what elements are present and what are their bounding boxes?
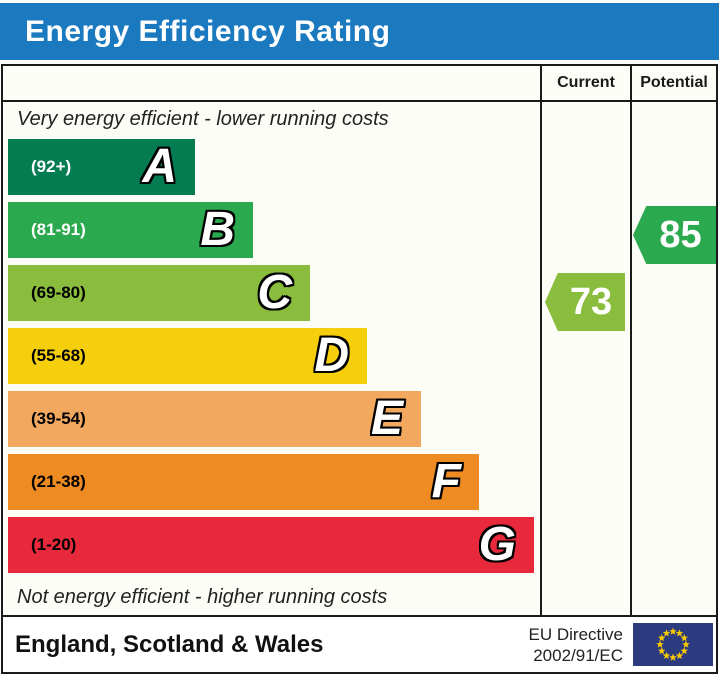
- eu-directive-line2: 2002/91/EC: [533, 645, 623, 665]
- caption-not-efficient: Not energy efficient - higher running co…: [17, 586, 388, 608]
- caption-very-efficient: Very energy efficient - lower running co…: [17, 108, 389, 130]
- potential-rating-arrow: 85: [633, 206, 716, 264]
- band-letter: A: [142, 140, 177, 193]
- band-row-a: (92+) A: [8, 139, 195, 195]
- band-range-label: (55-68): [31, 346, 86, 365]
- current-column-header: Current: [557, 74, 615, 91]
- eu-flag-icon: [633, 623, 713, 666]
- band-row-f: (21-38) F: [8, 454, 479, 510]
- band-range-label: (69-80): [31, 283, 86, 302]
- current-rating-arrow: 73: [545, 273, 625, 331]
- band-range-label: (39-54): [31, 409, 86, 428]
- band-row-b: (81-91) B: [8, 202, 253, 258]
- band-letter: D: [314, 329, 349, 382]
- band-range-label: (81-91): [31, 220, 86, 239]
- band-letter: E: [370, 392, 403, 445]
- band-letter: C: [257, 266, 292, 319]
- band-row-e: (39-54) E: [8, 391, 421, 447]
- column-header-row: Current Potential: [3, 66, 716, 102]
- band-letter: F: [431, 455, 461, 508]
- current-column-divider: [540, 66, 542, 615]
- band-letter: G: [478, 518, 516, 571]
- band-range-label: (92+): [31, 157, 72, 176]
- region-label: England, Scotland & Wales: [15, 630, 324, 658]
- chart-frame: Current Potential Very energy efficient …: [1, 64, 718, 674]
- band-row-g: (1-20) G: [8, 517, 534, 573]
- band-range-label: (1-20): [31, 535, 77, 554]
- band-row-c: (69-80) C: [8, 265, 310, 321]
- title-bar: Energy Efficiency Rating: [0, 3, 719, 60]
- potential-column-header: Potential: [640, 74, 708, 91]
- eu-directive-label: EU Directive 2002/91/EC: [529, 624, 623, 666]
- band-row-d: (55-68) D: [8, 328, 367, 384]
- eu-directive-line1: EU Directive: [528, 624, 623, 644]
- potential-column-divider: [630, 66, 632, 615]
- page-title: Energy Efficiency Rating: [25, 14, 391, 48]
- chart-main: Very energy efficient - lower running co…: [3, 102, 716, 615]
- footer-row: England, Scotland & Wales EU Directive 2…: [3, 615, 716, 672]
- band-range-label: (21-38): [31, 472, 86, 491]
- band-letter: B: [200, 203, 235, 256]
